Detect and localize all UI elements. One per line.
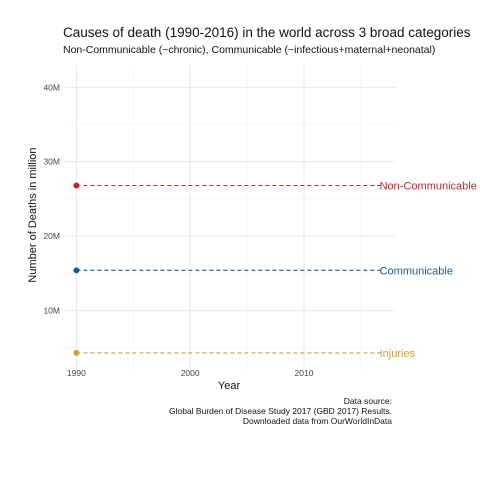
caption-line-3: Downloaded data from OurWorldInData	[243, 416, 392, 426]
series-label: Injuries	[380, 348, 416, 360]
y-tick-label: 30M	[43, 157, 60, 167]
series-point	[73, 182, 80, 189]
x-tick-label: 2010	[295, 368, 314, 378]
series-label: Non-Communicable	[380, 181, 477, 193]
x-axis: 1990 2000 2010	[67, 368, 314, 378]
y-tick-label: 40M	[43, 82, 60, 92]
y-axis-title: Number of Deaths in million	[27, 147, 39, 282]
series-layer: Non-Communicable Communicable Injuries	[73, 181, 477, 360]
y-axis: 10M 20M 30M 40M	[43, 82, 60, 315]
grid	[65, 65, 395, 370]
x-tick-label: 2000	[181, 368, 200, 378]
series-label: Communicable	[380, 265, 453, 277]
caption-line-2: Global Burden of Disease Study 2017 (GBD…	[169, 406, 392, 416]
series-point	[73, 349, 80, 356]
series-point	[73, 267, 80, 274]
chart-title: Causes of death (1990-2016) in the world…	[63, 25, 471, 40]
y-tick-label: 20M	[43, 231, 60, 241]
x-axis-title: Year	[218, 380, 241, 392]
x-tick-label: 1990	[67, 368, 86, 378]
caption-line-1: Data source:	[344, 396, 392, 406]
y-tick-label: 10M	[43, 305, 60, 315]
chart-subtitle: Non-Communicable (~chronic), Communicabl…	[63, 44, 435, 56]
